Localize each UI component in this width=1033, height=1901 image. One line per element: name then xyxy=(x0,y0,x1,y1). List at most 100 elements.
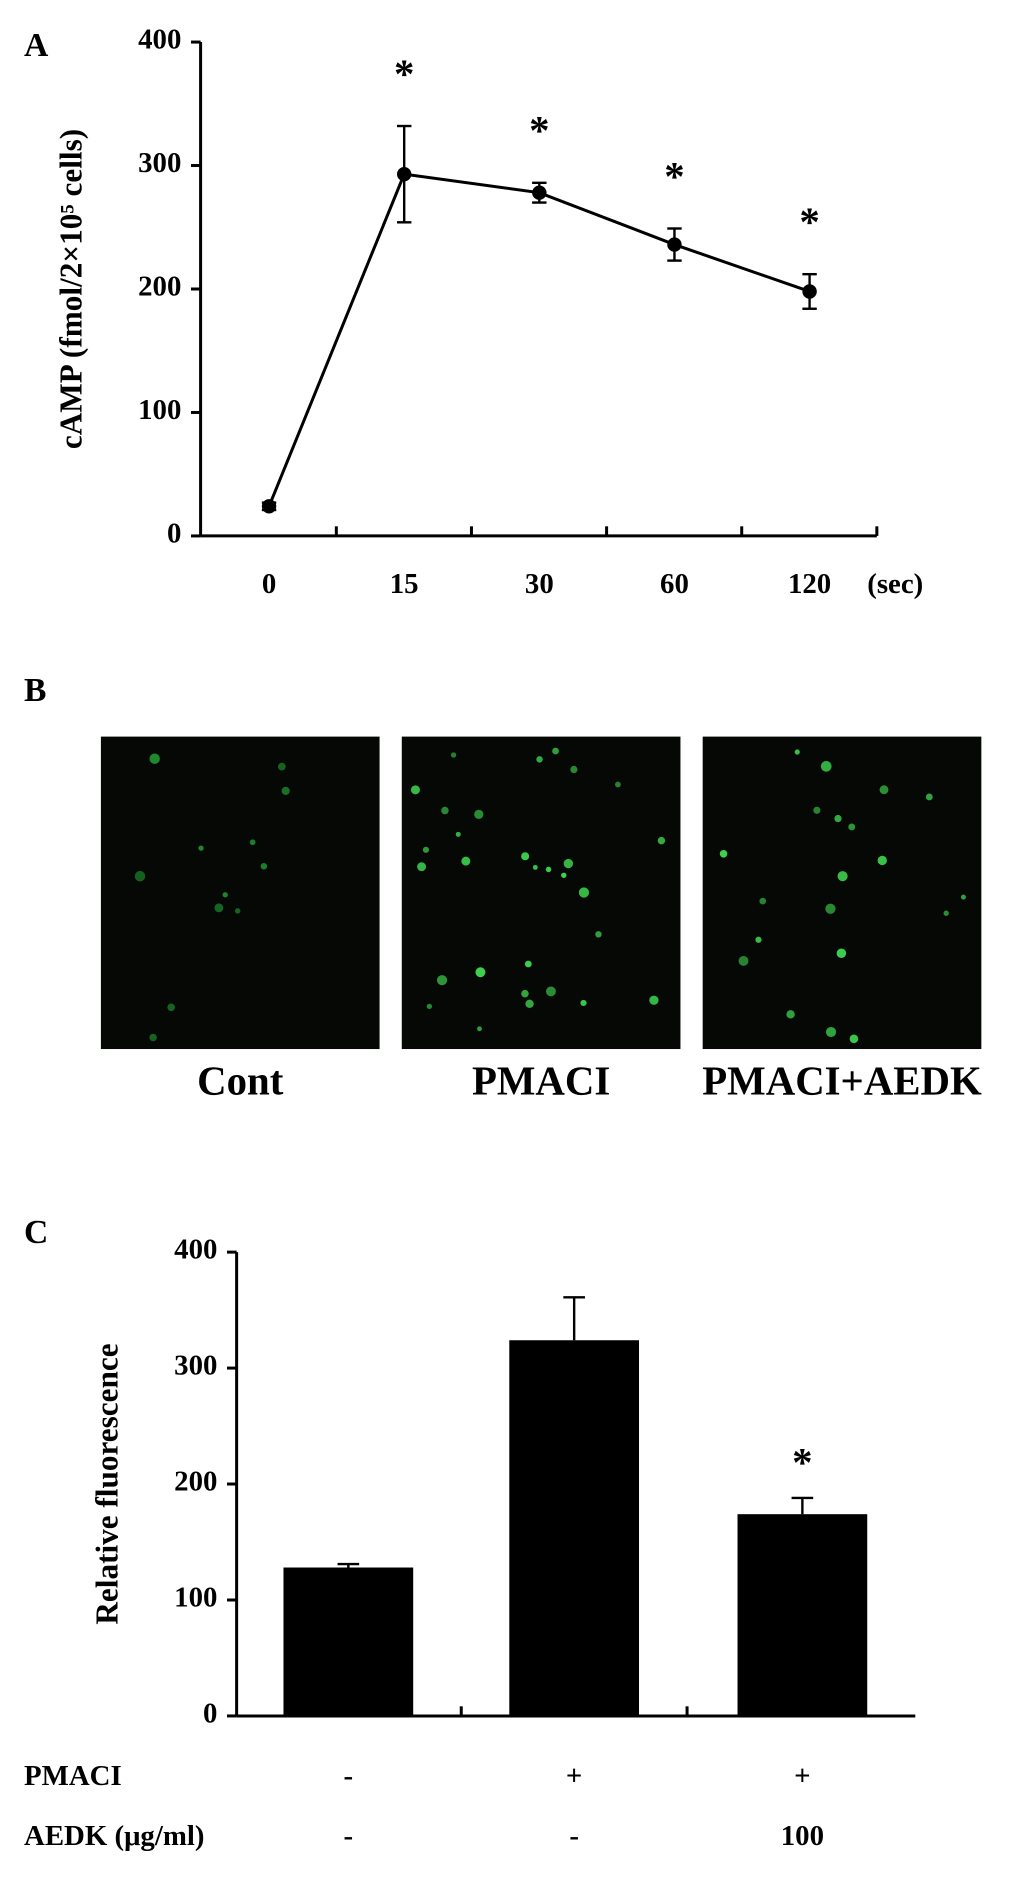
fluorescent-cell xyxy=(877,855,887,866)
fluorescent-cell xyxy=(149,1033,157,1042)
significance-mark: * xyxy=(664,154,684,199)
fluorescent-cell xyxy=(249,839,256,846)
fluorescent-cell xyxy=(561,872,567,878)
bar xyxy=(283,1567,414,1716)
y-tick-label: 400 xyxy=(174,1234,217,1266)
fluorescent-cell xyxy=(786,1010,795,1019)
y-axis-label: cAMP (fmol/2×10⁵ cells) xyxy=(54,129,89,449)
y-tick-label: 100 xyxy=(138,394,181,426)
fluorescent-cell xyxy=(461,856,471,866)
fluorescent-cell xyxy=(410,785,420,795)
y-axis-label: Relative fluorescence xyxy=(90,1343,125,1624)
fluorescent-cell xyxy=(960,894,966,900)
fluorescent-cell xyxy=(417,862,427,872)
y-tick-label: 200 xyxy=(138,271,181,303)
y-tick-label: 300 xyxy=(138,147,181,179)
fluorescent-cell xyxy=(545,866,552,873)
x-tick-label: 0 xyxy=(262,568,276,600)
fluorescent-cell xyxy=(759,897,767,905)
fluorescent-cell xyxy=(595,931,602,938)
fluorescent-cell xyxy=(521,852,530,861)
image-label: PMACI xyxy=(472,1058,610,1103)
fluorescent-cell xyxy=(615,781,621,788)
panel-label: C xyxy=(24,1214,48,1251)
y-tick-label: 0 xyxy=(203,1698,217,1730)
significance-mark: * xyxy=(394,51,414,96)
fluorescent-cell xyxy=(943,910,949,916)
fluorescent-cell xyxy=(755,936,762,943)
panel-label: B xyxy=(24,672,46,709)
y-tick-label: 100 xyxy=(174,1582,217,1614)
y-tick-label: 300 xyxy=(174,1350,217,1382)
x-tick-label: 60 xyxy=(660,568,689,600)
fluorescent-cell xyxy=(281,786,290,795)
fluorescent-cell xyxy=(436,975,448,986)
significance-mark: * xyxy=(529,108,549,153)
fluorescent-cell xyxy=(450,752,457,758)
data-line xyxy=(267,172,811,507)
fluorescent-cell xyxy=(879,785,889,795)
fluorescent-cell xyxy=(524,960,532,968)
micrograph xyxy=(702,736,982,1050)
fluorescent-cell xyxy=(521,989,529,998)
fluorescent-cell xyxy=(580,999,587,1007)
fluorescent-cell xyxy=(277,762,286,771)
fluorescent-cell xyxy=(552,747,559,755)
fluorescent-cell xyxy=(536,756,543,763)
fluorescent-cell xyxy=(149,753,160,764)
data-point xyxy=(532,185,547,200)
image-label: PMACI+AEDK xyxy=(702,1058,982,1103)
fluorescent-cell xyxy=(825,903,836,914)
condition-value: - xyxy=(569,1820,579,1852)
fluorescent-cell xyxy=(441,806,449,815)
significance-mark: * xyxy=(799,199,819,244)
y-tick-label: 400 xyxy=(138,24,181,56)
fluorescent-cell xyxy=(545,986,556,997)
fluorescent-cell xyxy=(167,1003,175,1012)
micrograph xyxy=(100,736,380,1050)
condition-label: PMACI xyxy=(24,1760,122,1792)
data-point xyxy=(802,284,817,299)
fluorescent-cell xyxy=(477,1026,482,1032)
fluorescent-cell xyxy=(925,793,933,801)
micrograph xyxy=(401,736,681,1050)
fluorescent-cell xyxy=(834,814,842,823)
fluorescent-cell xyxy=(837,871,848,882)
fluorescent-cell xyxy=(563,858,574,869)
x-tick-label: 15 xyxy=(390,568,419,600)
fluorescent-cell xyxy=(198,845,204,851)
condition-value: + xyxy=(794,1760,810,1792)
data-point xyxy=(667,237,682,252)
fluorescent-cell xyxy=(578,887,590,898)
fluorescent-cell xyxy=(813,806,821,814)
fluorescent-cell xyxy=(234,908,241,914)
fluorescent-cell xyxy=(570,765,578,774)
fluorescent-cell xyxy=(214,903,224,913)
condition-value: - xyxy=(344,1760,354,1792)
condition-value: 100 xyxy=(781,1820,824,1852)
fluorescent-cell xyxy=(848,823,856,831)
fluorescent-cell xyxy=(455,831,461,837)
fluorescent-cell xyxy=(222,892,228,898)
fluorescent-cell xyxy=(836,948,847,959)
fluorescent-cell xyxy=(134,870,146,882)
fluorescent-cell xyxy=(532,864,538,870)
fluorescent-cell xyxy=(426,1003,433,1010)
bar xyxy=(509,1340,640,1716)
x-tick-label: 120 xyxy=(788,568,831,600)
fluorescent-cell xyxy=(738,955,749,966)
x-tick-label: 30 xyxy=(525,568,554,600)
fluorescent-cell xyxy=(475,967,486,978)
x-unit: (sec) xyxy=(867,568,923,600)
y-tick-label: 200 xyxy=(174,1466,217,1498)
condition-label: AEDK (μg/ml) xyxy=(24,1820,204,1852)
fluorescent-cell xyxy=(719,849,728,858)
fluorescent-cell xyxy=(657,836,666,845)
bar xyxy=(737,1514,868,1716)
panel-label: A xyxy=(24,27,49,64)
condition-value: - xyxy=(344,1820,354,1852)
condition-value: + xyxy=(566,1760,582,1792)
fluorescent-cell xyxy=(820,760,832,772)
fluorescent-cell xyxy=(525,999,534,1008)
